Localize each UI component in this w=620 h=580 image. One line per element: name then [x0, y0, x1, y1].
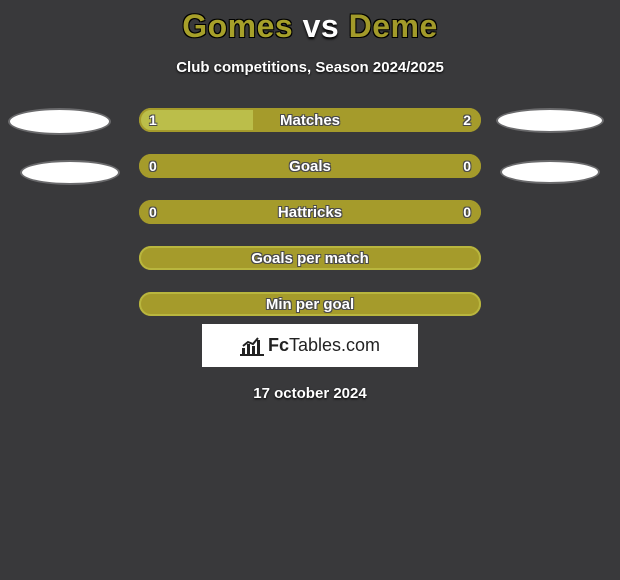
- stat-row: Goals00: [139, 154, 481, 178]
- comparison-title: Gomes vs Deme: [0, 0, 620, 45]
- stat-bar-track: [139, 108, 481, 132]
- logo-bold: Fc: [268, 335, 289, 355]
- vs-separator: vs: [303, 8, 340, 44]
- stat-bar-left: [139, 200, 310, 224]
- player1-badge-top: [8, 108, 111, 135]
- logo-light: Tables: [289, 335, 341, 355]
- stat-bar-left: [139, 246, 310, 270]
- stat-bar-right: [310, 246, 481, 270]
- stat-bars: Matches12 Goals00 Hattricks00 Goals per mat…: [139, 108, 481, 338]
- stat-bar-track: [139, 292, 481, 316]
- stat-bar-left: [139, 292, 310, 316]
- stat-row: Goals per match: [139, 246, 481, 270]
- logo-text: FcTables.com: [268, 335, 380, 356]
- stat-bar-track: [139, 200, 481, 224]
- stat-bar-track: [139, 154, 481, 178]
- subtitle: Club competitions, Season 2024/2025: [0, 59, 620, 76]
- player2-badge-bottom: [500, 160, 600, 184]
- player1-name: Gomes: [182, 8, 293, 44]
- stat-row: Min per goal: [139, 292, 481, 316]
- stat-bar-right: [253, 108, 481, 132]
- stat-bar-left: [139, 108, 253, 132]
- stat-bar-right: [310, 200, 481, 224]
- stat-row: Matches12: [139, 108, 481, 132]
- chart-area: Matches12 Goals00 Hattricks00 Goals per mat…: [0, 108, 620, 316]
- logo-suffix: .com: [341, 335, 380, 355]
- chart-icon: [240, 336, 264, 356]
- stat-bar-right: [310, 154, 481, 178]
- player1-badge-bottom: [20, 160, 120, 185]
- stat-bar-track: [139, 246, 481, 270]
- stat-bar-right: [310, 292, 481, 316]
- player2-name: Deme: [349, 8, 438, 44]
- stat-bar-left: [139, 154, 310, 178]
- player2-badge-top: [496, 108, 604, 133]
- stat-row: Hattricks00: [139, 200, 481, 224]
- date: 17 october 2024: [0, 385, 620, 402]
